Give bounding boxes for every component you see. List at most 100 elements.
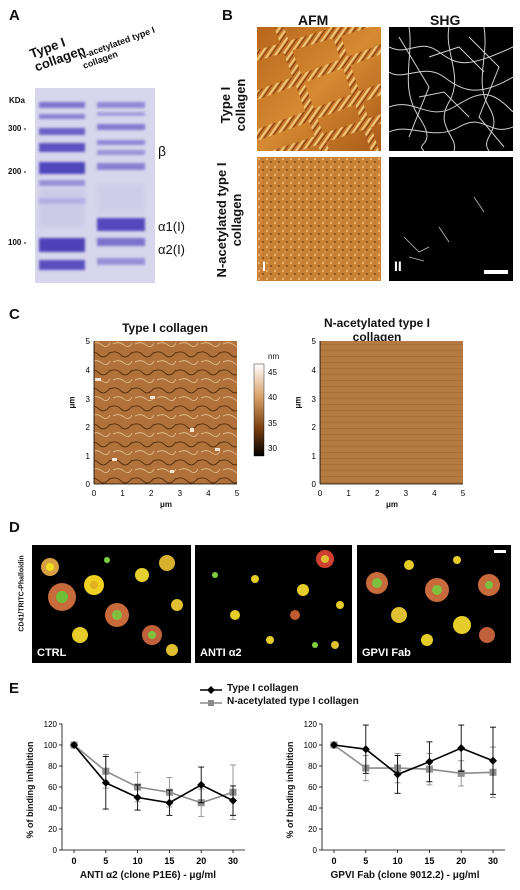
chart1-xtick-label: 15	[164, 856, 174, 866]
marker-100: 100 -	[8, 238, 27, 247]
chart2-point-type-i	[457, 744, 466, 753]
col-shg-label: SHG	[430, 12, 461, 28]
chart1-point-type-i	[165, 798, 174, 807]
chart1-line-n-acetylated	[73, 744, 234, 804]
afm-mark-i: I	[262, 258, 266, 274]
chart2-line-n-acetylated	[333, 744, 494, 775]
map1-xtick-1: 1	[120, 489, 125, 498]
kda-label: KDa	[9, 96, 26, 105]
map2-xtick-3: 3	[404, 489, 409, 498]
chart2-xtick-label: 20	[456, 856, 466, 866]
chart1-ytick-label: 20	[48, 825, 57, 834]
chart1-point-type-i	[197, 780, 206, 789]
map1-xtick-3: 3	[178, 489, 183, 498]
chart2-ytick-label: 120	[304, 720, 318, 729]
chart2-point-type-i	[393, 770, 402, 779]
map2-xtick-1: 1	[346, 489, 351, 498]
inhibition-chart-anti-a2: 0 20 40 60 80 100 120 0 5 10 15 20 30	[44, 720, 245, 866]
afm-height-maps: 5 4 3 2 1 0 0 1 2 3 4 5 45 40 35 30 5 4 …	[86, 337, 466, 498]
chart2-ytick-label: 20	[308, 825, 317, 834]
chart2-ytick-label: 40	[308, 804, 317, 813]
chart2-xtick-label: 15	[424, 856, 434, 866]
chart2-xtick-label: 5	[363, 856, 368, 866]
shg-image-type-i	[389, 27, 513, 151]
chart1-ytick-label: 120	[44, 720, 58, 729]
chart2-ylabel: % of binding inhibition	[285, 741, 295, 839]
map1-ytick-3: 3	[86, 395, 91, 404]
colorbar-unit: nm	[268, 352, 280, 361]
map2-xtick-0: 0	[318, 489, 323, 498]
colorbar-tick-30: 30	[268, 444, 277, 453]
chart1-point-type-i	[101, 778, 110, 787]
chart2-line-type-i	[333, 744, 494, 776]
shg-mark-ii: II	[394, 258, 402, 274]
chart2-point-type-i	[489, 756, 497, 765]
afm-image-type-i	[257, 27, 381, 151]
chart2-point-type-i	[330, 741, 338, 749]
legend-marker-n-acetylated	[200, 700, 222, 706]
chart1-xtick-label: 0	[71, 856, 76, 866]
map2-xtick-4: 4	[432, 489, 437, 498]
inhibition-chart-gpvi-fab: 0 20 40 60 80 100 120 0 5 10 15 20 30	[304, 720, 505, 866]
chart1-ytick-label: 40	[48, 804, 57, 813]
colorbar-tick-35: 35	[268, 419, 277, 428]
chart2-ytick-label: 0	[313, 846, 318, 855]
image-label-gpvi-fab: GPVI Fab	[362, 647, 411, 659]
panel-a-letter: A	[9, 7, 20, 24]
chart1-ytick-label: 100	[44, 741, 58, 750]
chart2-ytick-label: 80	[308, 762, 317, 771]
chart1-point-type-i	[133, 793, 142, 802]
map2-ytick-0: 0	[312, 480, 317, 489]
map1-xtick-2: 2	[149, 489, 154, 498]
panel-c-title-2: N-acetylated type I collagen	[323, 316, 431, 344]
fluorescence-image-ctrl	[32, 545, 191, 663]
row1-label: Type I collagen	[218, 78, 248, 132]
map2-ytick-3: 3	[312, 395, 317, 404]
legend-label-n-acetylated: N-acetylated type I collagen	[227, 696, 359, 707]
scale-bar-d	[494, 550, 506, 553]
chart1-xlabel: ANTI α2 (clone P1E6) - μg/ml	[79, 870, 217, 881]
sds-page-gel	[35, 88, 155, 283]
stain-label: CD41/TRITC-Phalloidin	[18, 555, 26, 632]
map1-ytick-5: 5	[86, 337, 91, 346]
panel-d-letter: D	[9, 519, 20, 536]
alpha1-band-label: α1(I)	[158, 219, 186, 234]
chart1-xtick-label: 30	[228, 856, 238, 866]
map2-ytick-1: 1	[312, 452, 317, 461]
panel-c-title-1: Type I collagen	[122, 321, 208, 335]
legend-label-type-i: Type I collagen	[227, 683, 299, 694]
chart2-xtick-label: 0	[331, 856, 336, 866]
map2-ytick-2: 2	[312, 423, 317, 432]
map1-xtick-5: 5	[235, 489, 240, 498]
map2-ylabel: μm	[293, 396, 303, 409]
chart2-ytick-label: 60	[308, 783, 317, 792]
chart2-point-type-i	[361, 745, 370, 754]
chart1-line-type-i	[73, 744, 234, 804]
chart1-xtick-label: 5	[103, 856, 108, 866]
map1-ytick-1: 1	[86, 452, 91, 461]
alpha2-band-label: α2(I)	[158, 242, 186, 257]
map1-ytick-2: 2	[86, 423, 91, 432]
map1-xtick-4: 4	[206, 489, 211, 498]
map1-xtick-0: 0	[92, 489, 97, 498]
col-afm-label: AFM	[298, 12, 329, 28]
fluorescence-image-gpvi-fab	[357, 545, 511, 663]
map2-ytick-4: 4	[312, 366, 317, 375]
legend-marker-type-i	[200, 686, 222, 694]
map2-xlabel: μm	[386, 500, 399, 509]
beta-band-label: β	[158, 143, 167, 159]
panel-c-letter: C	[9, 306, 20, 323]
map2-xtick-2: 2	[375, 489, 380, 498]
map1-ytick-4: 4	[86, 366, 91, 375]
chart2-point-type-i	[425, 757, 434, 766]
marker-200: 200 -	[8, 167, 27, 176]
chart2-xtick-label: 30	[488, 856, 498, 866]
chart1-ytick-label: 80	[48, 762, 57, 771]
chart1-xtick-label: 20	[196, 856, 206, 866]
legend: Type I collagen N-acetylated type I coll…	[200, 683, 400, 713]
chart1-point-type-i	[229, 796, 237, 805]
map1-ytick-0: 0	[86, 480, 91, 489]
fluorescence-image-anti-a2	[195, 545, 352, 663]
map2-ytick-5: 5	[312, 337, 317, 346]
image-label-anti-a2: ANTI α2	[200, 647, 242, 659]
